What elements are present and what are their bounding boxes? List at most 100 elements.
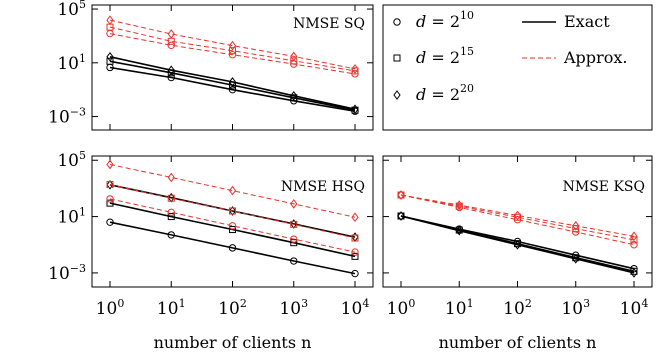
- data-point: [167, 65, 175, 76]
- data-point: [290, 51, 298, 62]
- plot-frame: [91, 155, 374, 288]
- chart-panel-2: 100 101 102 103 104 105 101 10−3 NMSE HSQ number …: [48, 149, 374, 352]
- data-point: [290, 235, 298, 243]
- y-tick-label: 101: [57, 206, 86, 228]
- data-point: [351, 212, 359, 223]
- y-tick-label: 101: [57, 52, 86, 74]
- data-point: [290, 90, 298, 101]
- chart-panel-3: 100 101 102 103 104 NMSE KSQ number of clients…: [382, 155, 653, 352]
- x-tick-label: 102: [503, 297, 532, 319]
- data-point: [106, 159, 114, 170]
- data-point: [106, 51, 114, 62]
- data-point: [397, 211, 405, 221]
- data-point: [167, 208, 175, 217]
- series-line-3: [109, 56, 356, 110]
- x-tick-label: 102: [218, 297, 247, 319]
- data-point: [228, 206, 237, 216]
- series-line-4: [109, 198, 356, 253]
- data-point: [351, 252, 359, 260]
- series-line-1: [109, 66, 356, 112]
- data-point: [572, 221, 580, 231]
- data-point: [167, 213, 175, 221]
- y-tick-label: 10−3: [48, 262, 86, 284]
- series-line-1: [109, 221, 356, 275]
- data-point: [167, 172, 175, 183]
- data-point: [106, 15, 114, 25]
- data-point: [397, 190, 405, 200]
- x-tick-label: 100: [387, 297, 416, 319]
- data-point: [229, 47, 236, 55]
- x-tick-label: 104: [620, 297, 649, 319]
- data-point: [228, 77, 237, 87]
- data-point: [106, 57, 114, 65]
- data-point: [106, 179, 114, 190]
- panel-title: NMSE SQ: [293, 16, 365, 32]
- data-point: [106, 218, 114, 226]
- data-point: [229, 226, 236, 234]
- legend-line-label: Exact: [564, 12, 610, 31]
- x-tick-label: 103: [561, 297, 590, 319]
- legend-line-label: Approx.: [563, 48, 627, 67]
- data-point: [228, 222, 237, 230]
- data-point: [290, 219, 298, 229]
- series-line-5: [109, 26, 356, 72]
- x-tick-label: 101: [157, 297, 186, 319]
- data-point: [351, 64, 359, 74]
- y-tick-label: 10−3: [48, 106, 86, 128]
- data-point: [290, 239, 298, 247]
- data-point: [351, 104, 359, 115]
- data-point: [351, 67, 359, 75]
- data-point: [455, 225, 463, 236]
- x-axis-label: number of clients n: [154, 333, 312, 352]
- y-tick-label: 105: [57, 0, 86, 20]
- legend-marker: [393, 18, 401, 26]
- data-point: [228, 51, 237, 59]
- series-line-6: [400, 194, 635, 237]
- x-tick-label: 104: [341, 297, 370, 319]
- data-point: [229, 207, 236, 215]
- data-point: [106, 180, 114, 188]
- data-point: [228, 185, 237, 196]
- data-point: [290, 94, 298, 102]
- data-point: [630, 231, 638, 242]
- data-point: [630, 241, 638, 249]
- data-point: [351, 234, 359, 242]
- data-point: [290, 257, 298, 265]
- legend-frame: [382, 4, 653, 131]
- x-tick-label: 100: [96, 297, 125, 319]
- data-point: [630, 236, 638, 244]
- data-point: [455, 200, 463, 210]
- data-point: [290, 57, 298, 65]
- data-point: [290, 199, 298, 209]
- chart-panel-1: 105 101 10−3 NMSE SQ: [48, 0, 374, 131]
- data-point: [630, 268, 638, 278]
- series-line-4: [109, 33, 356, 75]
- legend-marker: [393, 90, 401, 100]
- data-point: [167, 194, 175, 202]
- data-point: [351, 269, 359, 278]
- series-line-3: [400, 215, 635, 274]
- legend-entry-label: d = 215: [416, 45, 474, 67]
- y-tick-label: 105: [57, 149, 86, 171]
- data-point: [513, 210, 522, 221]
- data-point: [106, 199, 114, 207]
- legend-entry-label: d = 220: [416, 82, 474, 104]
- x-tick-label: 101: [445, 297, 474, 319]
- data-point: [572, 253, 580, 264]
- data-point: [351, 248, 359, 256]
- data-point: [513, 239, 522, 250]
- data-point: [167, 231, 175, 239]
- data-point: [290, 220, 298, 228]
- data-point: [228, 40, 237, 51]
- legend-entry-label: d = 210: [416, 9, 474, 31]
- data-point: [228, 244, 237, 252]
- data-point: [167, 29, 175, 39]
- series-line-5: [400, 194, 635, 241]
- series-line-5: [109, 184, 356, 239]
- legend-marker: [393, 54, 401, 62]
- panel-title: NMSE KSQ: [563, 179, 645, 195]
- data-point: [106, 195, 114, 203]
- panel-title: NMSE HSQ: [281, 179, 365, 195]
